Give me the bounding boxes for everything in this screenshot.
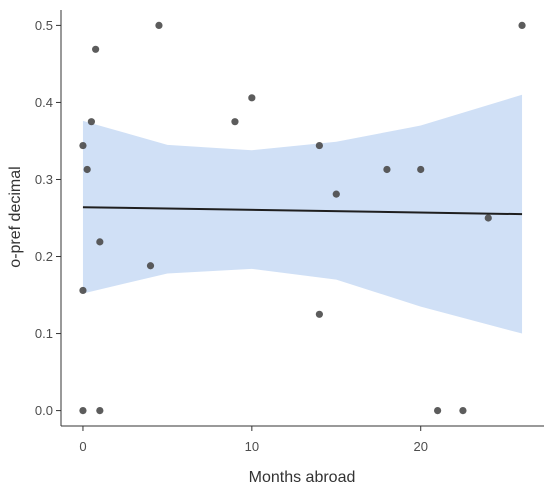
data-point	[79, 286, 87, 295]
data-point	[231, 118, 239, 126]
y-tick-label: 0.1	[35, 326, 53, 341]
data-point	[83, 165, 91, 174]
y-axis-title: o-pref decimal	[7, 166, 24, 267]
y-tick-label: 0.0	[35, 403, 53, 418]
data-point	[315, 310, 323, 318]
confidence-band-layer	[82, 94, 523, 334]
data-point	[332, 190, 340, 198]
y-tick-label: 0.5	[35, 18, 53, 33]
y-tick-label: 0.2	[35, 249, 53, 264]
data-point	[417, 165, 425, 174]
data-point	[96, 406, 104, 415]
data-point	[484, 214, 492, 222]
data-point	[87, 118, 95, 126]
data-point	[383, 165, 391, 174]
data-point	[315, 141, 323, 150]
y-tick-label: 0.3	[35, 172, 53, 187]
data-point	[155, 21, 163, 30]
data-point	[79, 406, 87, 415]
x-tick-label: 20	[413, 439, 427, 454]
x-tick-label: 0	[79, 439, 86, 454]
confidence-band	[82, 94, 523, 334]
points-layer	[79, 21, 526, 415]
data-point	[459, 406, 467, 415]
axes-layer: 0.0 0.1 0.2 0.3 0.4 0.5 0 10 20	[35, 10, 544, 454]
data-point	[146, 262, 155, 270]
y-tick-label: 0.4	[35, 95, 53, 110]
data-point	[79, 141, 87, 150]
trend-line	[82, 206, 523, 216]
data-point	[434, 406, 442, 415]
data-point	[96, 238, 104, 246]
trend-line-layer	[82, 206, 523, 216]
data-point	[248, 94, 256, 102]
x-tick-label: 10	[245, 439, 259, 454]
data-point	[92, 45, 100, 53]
x-axis-title: Months abroad	[249, 469, 356, 486]
data-point	[518, 21, 526, 30]
